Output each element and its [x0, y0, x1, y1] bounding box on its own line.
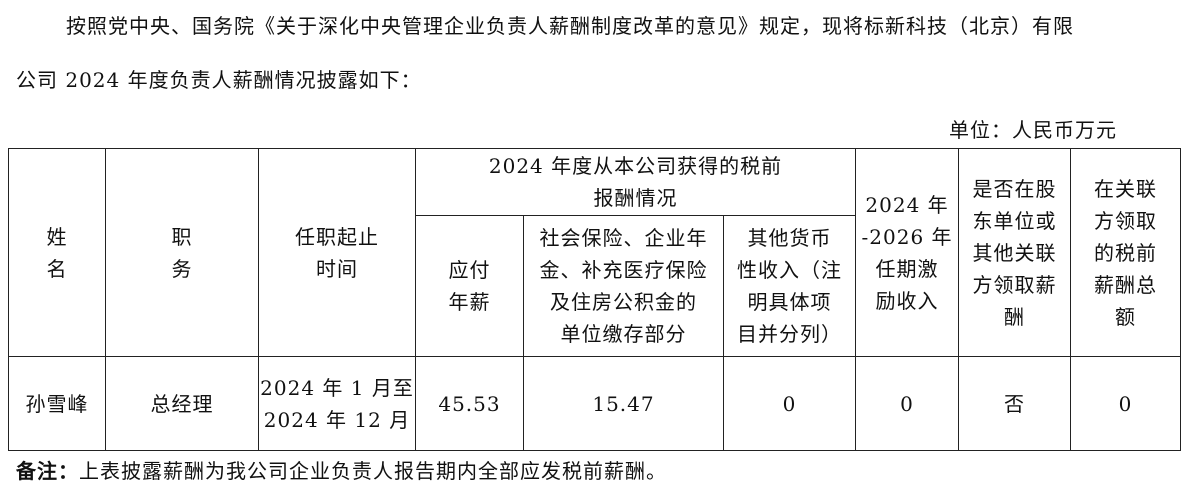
header-incentive: 2024 年 -2026 年任期激 励收入 [855, 148, 960, 357]
cell-salary: 45.53 [415, 356, 524, 451]
cell-name: 孙雪峰 [8, 356, 106, 451]
header-related-total: 在关联 方领取 的税前 薪酬总额 [1070, 148, 1182, 357]
intro-paragraph-line2: 公司 2024 年度负责人薪酬情况披露如下： [16, 68, 422, 92]
header-other: 其他货币 性收入（注 明具体项 目并分列） [722, 215, 857, 357]
cell-position: 总经理 [105, 356, 259, 451]
cell-social: 15.47 [523, 356, 724, 451]
cell-term: 2024 年 1 月至 2024 年 12 月 [258, 356, 416, 451]
currency-unit: 单位：人民币万元 [949, 118, 1117, 142]
cell-incentive: 0 [855, 356, 960, 451]
footnote: 备注：上表披露薪酬为我公司企业负责人报告期内全部应发税前薪酬。 [16, 455, 667, 484]
footnote-label: 备注： [16, 459, 79, 483]
compensation-table: 姓名 职务 任职起止 时间 2024 年度从本公司获得的税前 报酬情况 2024 年… [8, 148, 1182, 451]
header-salary: 应付 年薪 [415, 215, 524, 357]
header-name: 姓名 [8, 148, 106, 357]
header-position: 职务 [105, 148, 259, 357]
cell-related: 否 [958, 356, 1072, 451]
header-social: 社会保险、企业年 金、补充医疗保险 及住房公积金的 单位缴存部分 [523, 215, 724, 357]
intro-paragraph-line1: 按照党中央、国务院《关于深化中央管理企业负责人薪酬制度改革的意见》规定，现将标新… [66, 14, 1074, 38]
table-row: 孙雪峰 总经理 2024 年 1 月至 2024 年 12 月 45.53 15.… [8, 356, 1182, 451]
header-term: 任职起止 时间 [258, 148, 416, 357]
cell-related-total: 0 [1070, 356, 1182, 451]
header-pretax-group: 2024 年度从本公司获得的税前 报酬情况 [414, 148, 857, 216]
footnote-text: 上表披露薪酬为我公司企业负责人报告期内全部应发税前薪酬。 [79, 459, 667, 483]
cell-other: 0 [722, 356, 857, 451]
header-related-party: 是否在股 东单位或 其他关联 方领取薪酬 [958, 148, 1072, 357]
